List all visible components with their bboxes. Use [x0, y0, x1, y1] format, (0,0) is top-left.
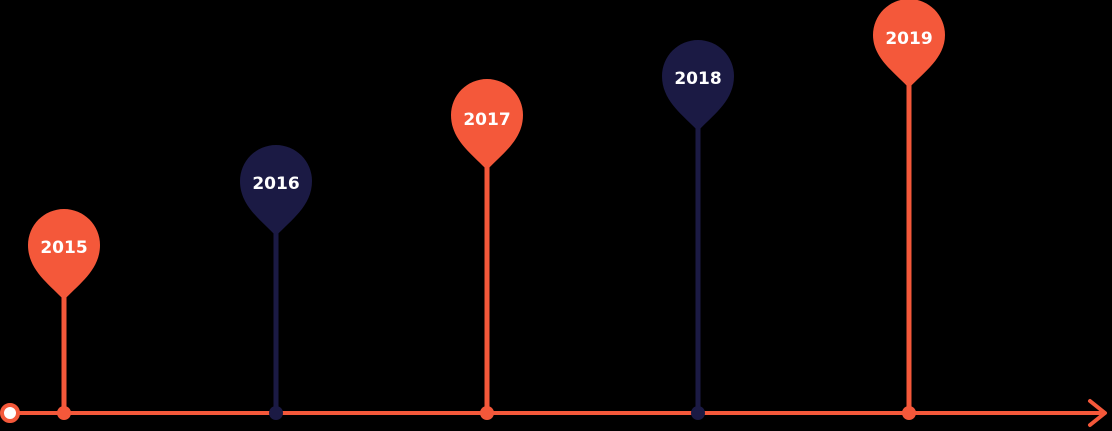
milestone-year-label: 2016 [252, 174, 299, 194]
map-pin-icon [240, 145, 312, 236]
milestone-axis-dot [691, 406, 705, 420]
milestone-2017: 2017 [451, 79, 523, 420]
milestone-2015: 2015 [28, 209, 100, 420]
map-pin-icon [873, 0, 945, 88]
map-pin-icon [451, 79, 523, 170]
milestone-axis-dot [57, 406, 71, 420]
milestone-2016: 2016 [240, 145, 312, 420]
milestone-2018: 2018 [662, 40, 734, 420]
milestone-year-label: 2017 [463, 110, 510, 130]
milestone-axis-dot [902, 406, 916, 420]
milestone-axis-dot [269, 406, 283, 420]
milestone-year-label: 2015 [40, 238, 87, 258]
milestone-2019: 2019 [873, 0, 945, 420]
timeline-arrow-icon [1088, 399, 1107, 427]
milestone-axis-dot [480, 406, 494, 420]
milestone-year-label: 2019 [885, 29, 932, 49]
map-pin-icon [28, 209, 100, 300]
map-pin-icon [662, 40, 734, 131]
milestone-year-label: 2018 [674, 69, 721, 89]
timeline-start-marker [0, 403, 20, 423]
